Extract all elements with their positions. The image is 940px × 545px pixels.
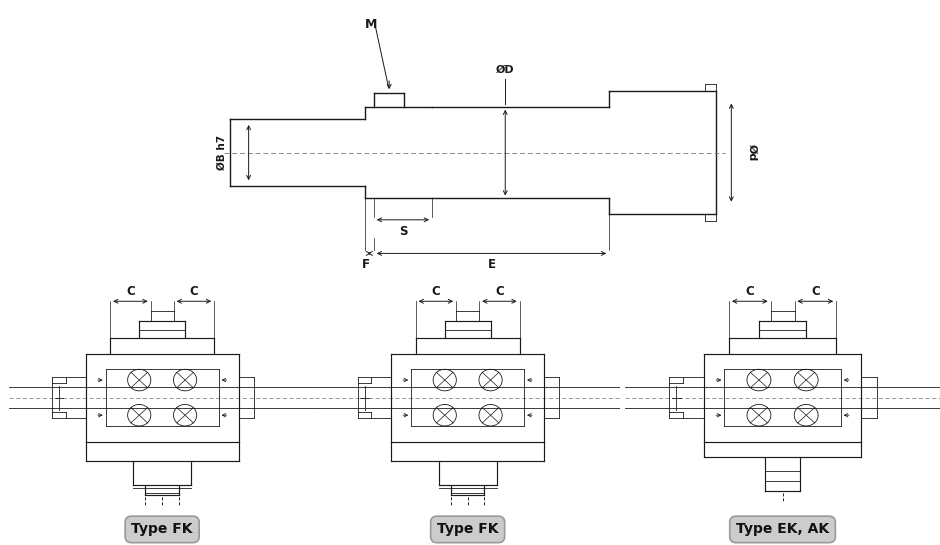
Text: C: C — [190, 285, 198, 298]
Text: F: F — [362, 258, 370, 271]
Text: E: E — [488, 258, 495, 271]
Text: Type FK: Type FK — [132, 523, 193, 536]
Text: Ød: Ød — [746, 144, 757, 161]
Text: M: M — [365, 18, 377, 31]
Text: Type FK: Type FK — [437, 523, 498, 536]
Text: C: C — [745, 285, 754, 298]
Text: ØD: ØD — [496, 65, 514, 75]
Text: C: C — [126, 285, 134, 298]
Text: C: C — [431, 285, 440, 298]
Text: C: C — [811, 285, 820, 298]
Text: Type EK, AK: Type EK, AK — [736, 523, 829, 536]
Text: ØB h7: ØB h7 — [217, 135, 227, 170]
Text: S: S — [399, 225, 407, 238]
Text: C: C — [495, 285, 504, 298]
